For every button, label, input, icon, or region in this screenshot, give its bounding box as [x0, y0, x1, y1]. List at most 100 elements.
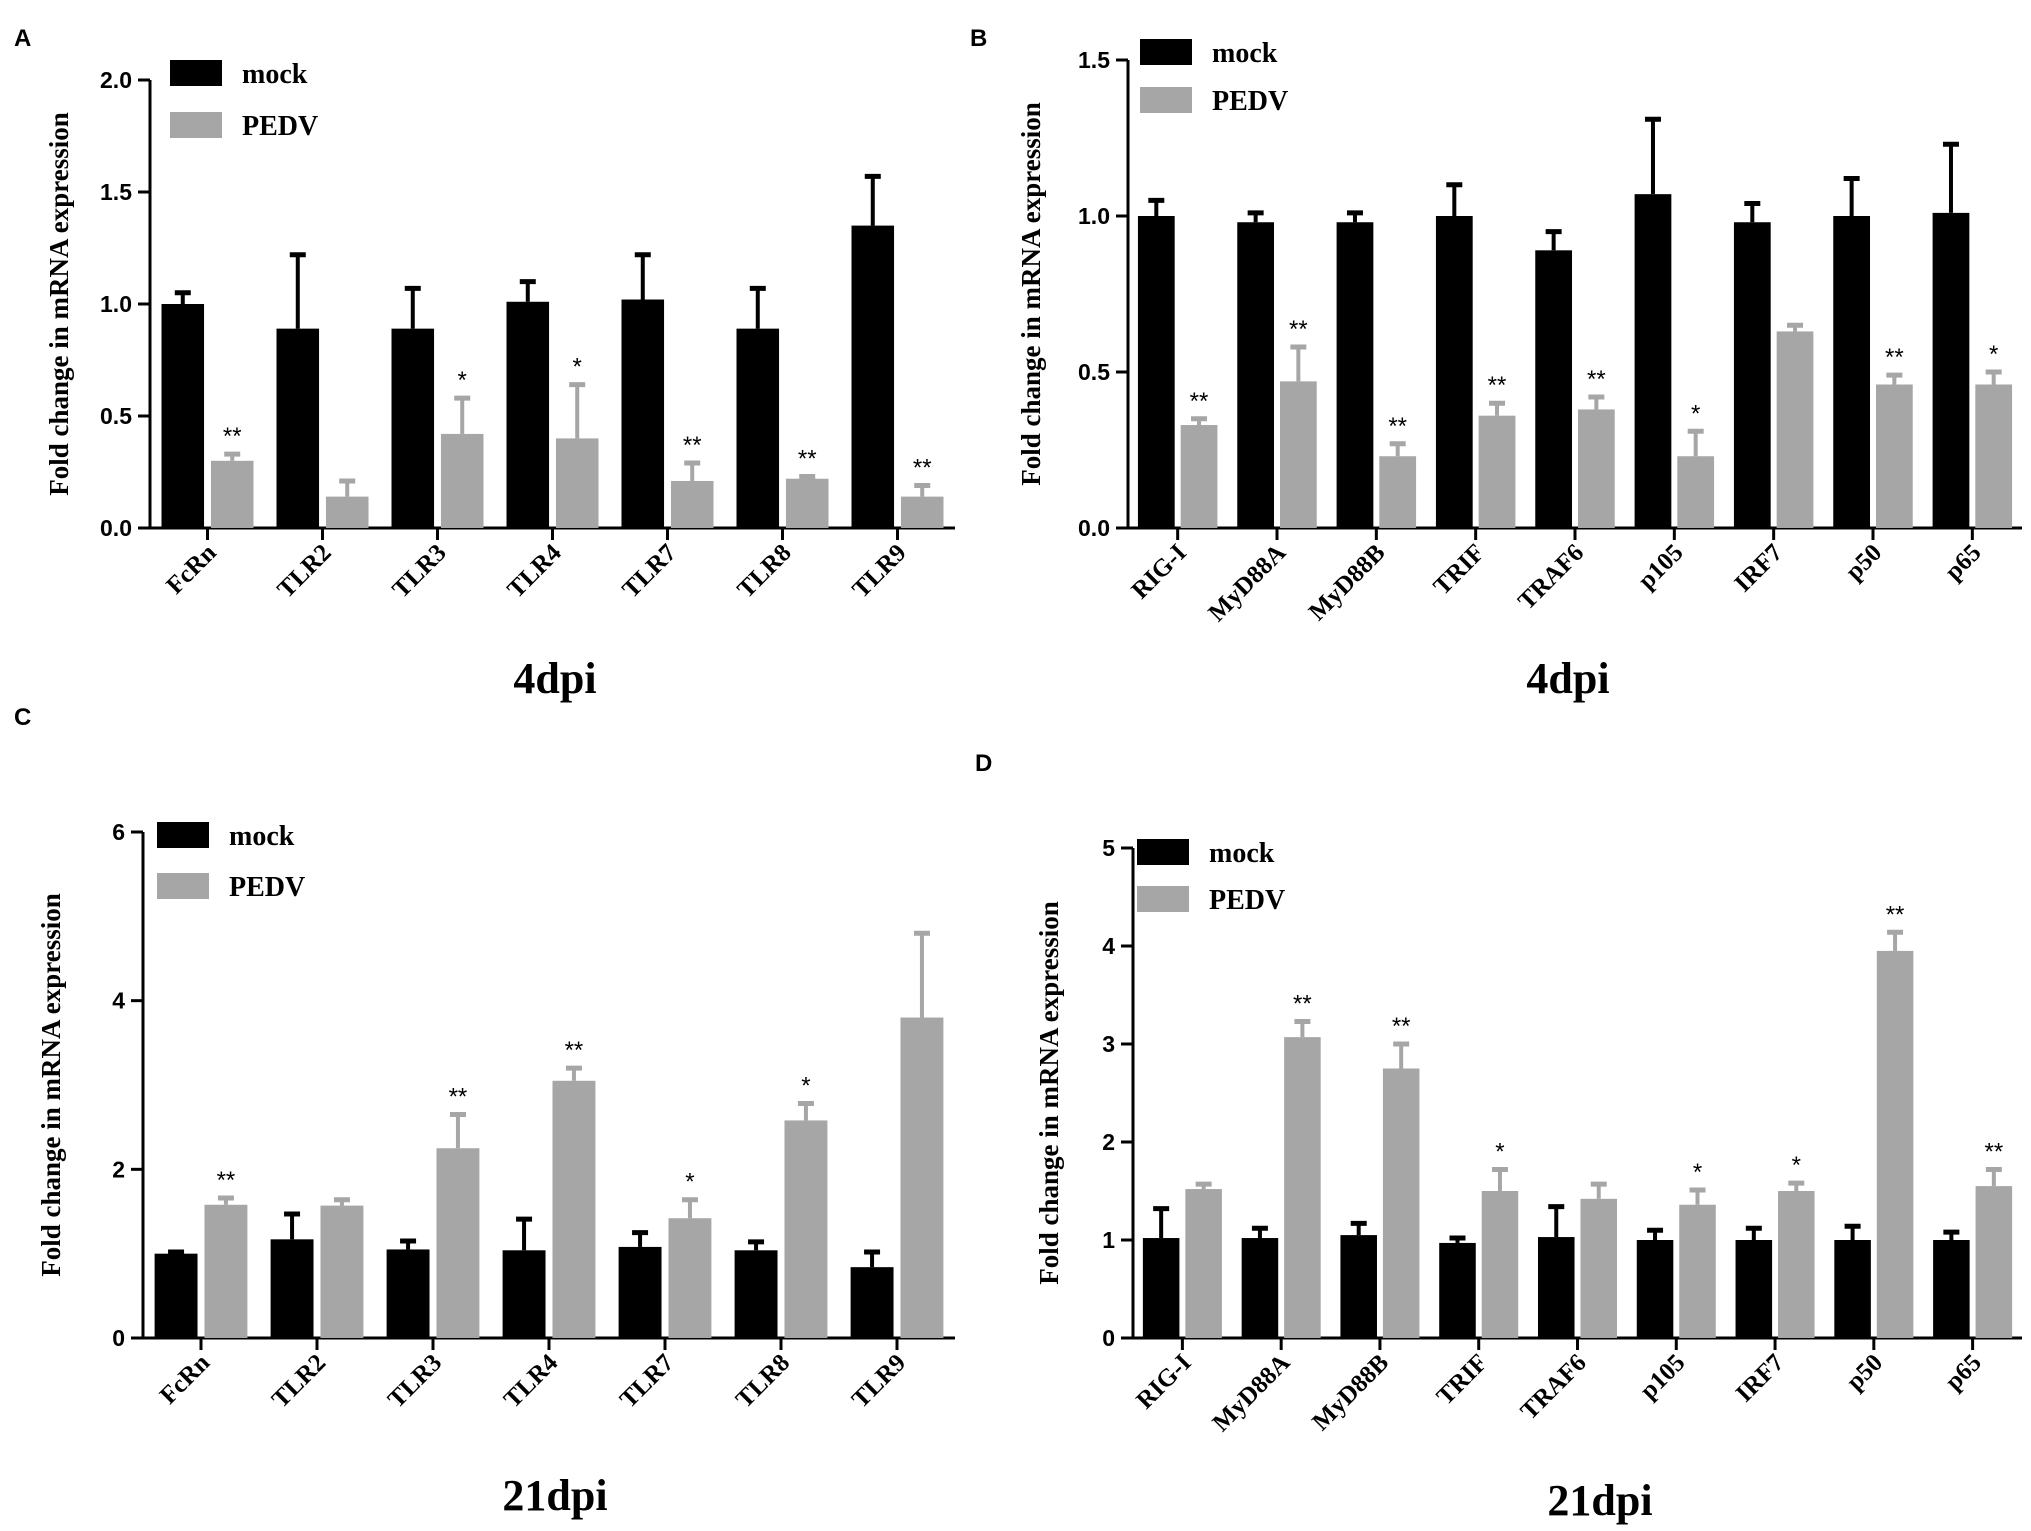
x-tick-label: TLR3: [387, 539, 451, 603]
significance-marker: **: [1388, 413, 1407, 440]
y-axis-title: Fold change in mRNA expression: [44, 112, 74, 496]
x-tick-label: TRAF6: [1516, 1349, 1592, 1425]
significance-marker: **: [1293, 990, 1312, 1017]
y-tick-label: 1.5: [1078, 47, 1110, 73]
significance-marker: **: [913, 454, 932, 481]
y-tick-label: 2: [1102, 1129, 1115, 1155]
chart-panel-a: A 0.0 0.5 1.0 1.5 2.0 Fold change in mRNA expr…: [14, 25, 955, 703]
y-tick-label: 1.5: [100, 179, 132, 205]
bar-pedv: [1580, 1198, 1618, 1338]
significance-marker: *: [1989, 341, 1998, 368]
bar-pedv: [1677, 456, 1715, 528]
x-tick-label: TLR8: [731, 1349, 795, 1413]
bar-mock: [506, 301, 550, 528]
significance-marker: **: [1289, 316, 1308, 343]
significance-marker: *: [801, 1073, 810, 1100]
bar-pedv: [1577, 409, 1615, 528]
bar-pedv: [1279, 381, 1317, 528]
panel-letter: A: [14, 25, 31, 52]
y-tick-label: 1.0: [1078, 203, 1110, 229]
chart-panel-b: B 0.0 0.5 1.0 1.5 Fold change in mRNA express…: [970, 25, 2022, 703]
legend-label: PEDV: [1212, 86, 1288, 117]
y-tick-label: 4: [1102, 933, 1115, 959]
legend-swatch-mock: [1137, 839, 1189, 865]
bar-mock: [1237, 222, 1275, 529]
bar-mock: [736, 328, 780, 528]
x-tick-label: p105: [1633, 539, 1688, 594]
bar-mock: [154, 1253, 198, 1338]
bar-pedv: [436, 1148, 480, 1338]
bar-pedv: [1679, 1204, 1716, 1338]
legend-label: mock: [242, 59, 308, 90]
bar-pedv: [1379, 456, 1417, 528]
bar-pedv: [1778, 1191, 1815, 1338]
y-tick-label: 0: [1102, 1325, 1115, 1351]
legend-label: PEDV: [229, 872, 305, 903]
bar-mock: [391, 328, 435, 528]
bar-pedv: [1185, 1189, 1222, 1338]
x-tick-label: p50: [1841, 539, 1888, 586]
significance-marker: **: [217, 1167, 236, 1194]
significance-marker: **: [565, 1037, 584, 1064]
y-tick-label: 2.0: [100, 67, 132, 93]
significance-marker: **: [1488, 372, 1507, 399]
bar-pedv: [1975, 384, 2013, 528]
legend-swatch-pedv: [1140, 87, 1192, 113]
x-tick-label: TRAF6: [1513, 539, 1589, 615]
bar-pedv: [900, 496, 944, 528]
x-tick-label: TLR9: [847, 1349, 911, 1413]
bar-pedv: [1776, 331, 1814, 528]
legend-swatch-mock: [1140, 39, 1192, 65]
y-tick-label: 0.0: [100, 515, 132, 541]
bar-mock: [270, 1239, 314, 1338]
bar-pedv: [785, 478, 829, 528]
y-axis-title: Fold change in mRNA expression: [1016, 102, 1046, 486]
x-tick-label: MyD88A: [1208, 1349, 1296, 1437]
bar-mock: [276, 328, 320, 528]
bar-pedv: [1481, 1191, 1519, 1338]
x-tick-label: TLR4: [499, 1349, 564, 1414]
chart-panel-c: C 0 2 4 6 Fold change in mRNA expression FcRn *…: [14, 704, 955, 1520]
bar-mock: [618, 1246, 662, 1338]
bar-pedv: [670, 480, 714, 528]
panel-letter: D: [975, 750, 992, 777]
bar-pedv: [668, 1218, 712, 1338]
bar-mock: [1735, 1240, 1773, 1338]
bar-mock: [1336, 222, 1374, 529]
y-tick-label: 0.5: [1078, 359, 1110, 385]
significance-marker: **: [1392, 1013, 1411, 1040]
significance-marker: **: [223, 423, 242, 450]
legend-swatch-mock: [170, 60, 222, 86]
legend-label: mock: [1212, 38, 1278, 69]
bar-mock: [621, 299, 665, 528]
bar-pedv: [1876, 950, 1914, 1338]
x-tick-label: TLR3: [383, 1349, 447, 1413]
y-tick-label: 3: [1102, 1031, 1115, 1057]
x-tick-label: TLR9: [847, 539, 911, 603]
x-tick-label: p50: [1841, 1349, 1888, 1396]
x-tick-label: FcRn: [161, 539, 221, 599]
x-tick-label: IRF7: [1731, 1349, 1789, 1407]
bar-pedv: [1284, 1037, 1321, 1338]
x-tick-label: MyD88B: [1307, 1349, 1394, 1436]
bar-mock: [1340, 1235, 1377, 1338]
significance-marker: **: [1885, 344, 1904, 371]
y-tick-label: 1: [1102, 1227, 1115, 1253]
significance-marker: *: [1693, 1159, 1702, 1186]
chart-panel-d: D 0 1 2 3 4 5 Fold change in mRNA expression RIG…: [975, 750, 2022, 1525]
bar-mock: [850, 1267, 894, 1338]
bar-mock: [1636, 1240, 1674, 1338]
x-tick-label: TLR7: [615, 1349, 679, 1413]
x-axis-caption: 21dpi: [502, 1471, 607, 1520]
bar-mock: [734, 1250, 778, 1338]
significance-marker: **: [798, 445, 817, 472]
x-tick-label: TLR2: [267, 1349, 331, 1413]
x-tick-label: FcRn: [155, 1349, 215, 1409]
x-tick-label: RIG-I: [1127, 539, 1192, 604]
significance-marker: *: [1495, 1138, 1504, 1165]
y-tick-label: 1.0: [100, 291, 132, 317]
legend-label: mock: [229, 821, 295, 852]
legend-label: mock: [1209, 838, 1275, 869]
bar-pedv: [210, 460, 254, 528]
x-tick-label: TLR8: [732, 539, 796, 603]
